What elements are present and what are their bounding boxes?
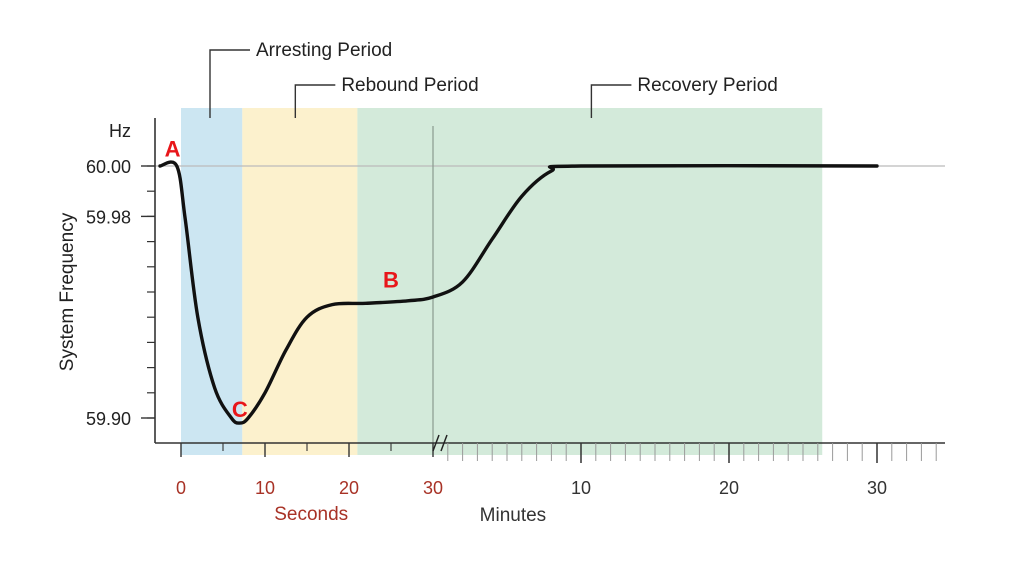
period-band-3 bbox=[357, 108, 823, 455]
axes bbox=[141, 118, 945, 463]
point-label-b: B bbox=[383, 267, 399, 292]
y-unit-label: Hz bbox=[109, 121, 131, 141]
period-bands bbox=[181, 49, 823, 455]
y-tick-label: 59.90 bbox=[86, 409, 131, 429]
x-seconds-tick-label: 20 bbox=[339, 478, 359, 498]
frequency-series-line-1 bbox=[158, 160, 879, 425]
x-minutes-tick-label: 10 bbox=[571, 478, 591, 498]
x-minutes-axis-title: Minutes bbox=[480, 505, 547, 526]
y-tick-label: 60.00 bbox=[86, 157, 131, 177]
point-label-a: A bbox=[165, 136, 181, 161]
y-axis-title: System Frequency bbox=[57, 212, 78, 371]
point-label-c: C bbox=[232, 397, 248, 422]
x-minutes-tick-label: 20 bbox=[719, 478, 739, 498]
period-label-1: Arresting Period bbox=[256, 40, 392, 61]
y-tick-label: 59.98 bbox=[86, 207, 131, 227]
x-seconds-tick-label: 0 bbox=[176, 478, 186, 498]
period-label-3: Recovery Period bbox=[637, 75, 777, 96]
x-seconds-tick-label: 10 bbox=[255, 478, 275, 498]
period-bracket-3 bbox=[590, 84, 632, 118]
period-label-2: Rebound Period bbox=[341, 75, 478, 96]
series-group bbox=[158, 160, 879, 425]
x-minutes-tick-label: 30 bbox=[867, 478, 887, 498]
labels-group: Arresting Period Rebound Period Recovery P… bbox=[57, 40, 887, 526]
period-bracket-2 bbox=[294, 84, 336, 118]
period-bracket-1 bbox=[209, 49, 250, 118]
axis-break-mark bbox=[432, 434, 440, 452]
x-seconds-axis-title: Seconds bbox=[274, 504, 348, 525]
x-seconds-tick-label: 30 bbox=[423, 478, 443, 498]
axis-break-mark bbox=[440, 434, 448, 452]
